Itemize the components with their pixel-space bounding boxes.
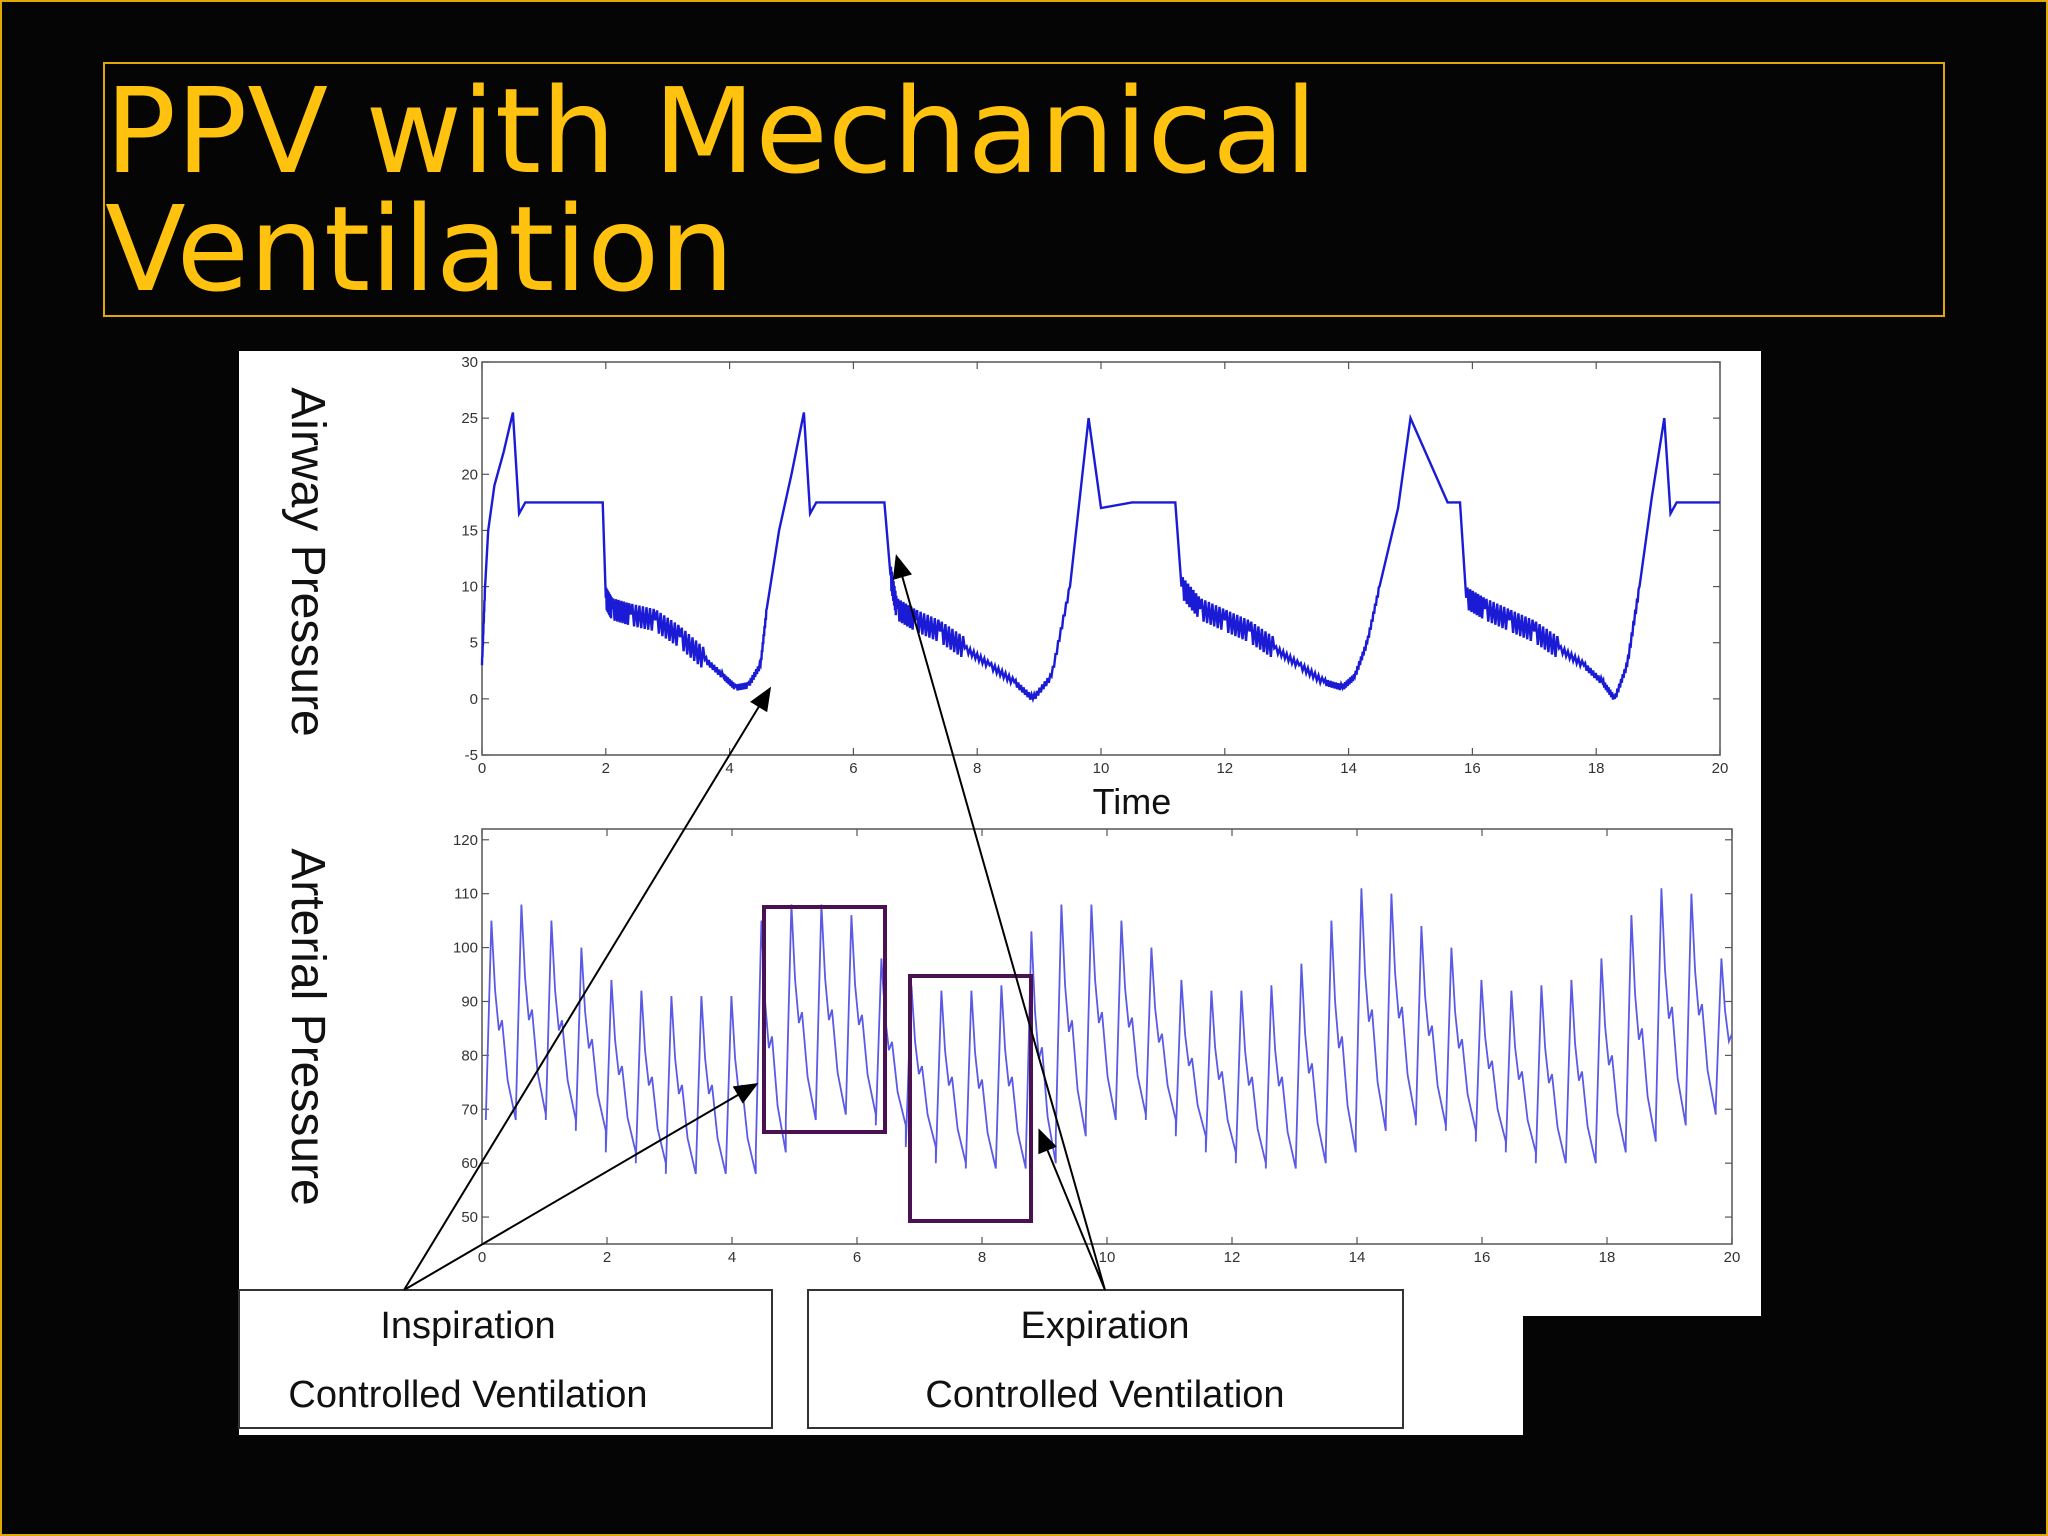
airway-ytick-label: 10 (461, 579, 478, 596)
arterial-plot: 0 2 4 6 8 10 12 14 16 18 20 50 60 70 80 90 100 110 120 Art… (281, 828, 1740, 1266)
arterial-xtick-label: 10 (1099, 1249, 1116, 1266)
expiration-title: Expiration (1021, 1305, 1190, 1347)
arterial-trace (484, 888, 1733, 1175)
arterial-xtick-label: 2 (603, 1249, 611, 1266)
arterial-xtick-label: 0 (478, 1249, 486, 1266)
title-box: PPV with Mechanical Ventilation (103, 62, 1945, 317)
airway-ytick-label: 0 (470, 691, 478, 708)
inspiration-title: Inspiration (380, 1305, 555, 1347)
airway-xtick-label: 18 (1588, 760, 1605, 777)
airway-xtick-label: 20 (1712, 760, 1729, 777)
airway-xlabel: Time (1093, 781, 1172, 822)
inspiration-subtitle: Controlled Ventilation (288, 1374, 647, 1416)
arterial-xtick-label: 16 (1474, 1249, 1491, 1266)
arterial-xtick-label: 4 (728, 1249, 736, 1266)
airway-ylabel: Airway Pressure (281, 387, 334, 736)
airway-xtick-label: 14 (1340, 760, 1357, 777)
airway-ytick-label: 5 (470, 635, 478, 652)
arterial-xtick-label: 6 (853, 1249, 861, 1266)
arrow-expiration-airway (892, 554, 1106, 1291)
airway-xtick-label: 2 (602, 760, 610, 777)
airway-ytick-label: -5 (465, 747, 478, 764)
arterial-ytick-label: 60 (461, 1155, 478, 1172)
arterial-xtick-label: 12 (1224, 1249, 1241, 1266)
figure-panel (239, 351, 1761, 1435)
arterial-ticks: 0 2 4 6 8 10 12 14 16 18 20 50 60 70 80 90 100 110 120 (453, 829, 1740, 1266)
arterial-xtick-label: 14 (1349, 1249, 1366, 1266)
arterial-ytick-label: 70 (461, 1101, 478, 1118)
arterial-ytick-label: 120 (453, 832, 478, 849)
airway-xtick-label: 16 (1464, 760, 1481, 777)
airway-trace (480, 412, 1720, 704)
airway-ytick-label: 25 (461, 410, 478, 427)
airway-xtick-label: 6 (849, 760, 857, 777)
slide-title: PPV with Mechanical Ventilation (105, 61, 1318, 318)
arterial-ytick-label: 100 (453, 940, 478, 957)
airway-xtick-label: 12 (1216, 760, 1233, 777)
arterial-ytick-label: 110 (454, 886, 478, 903)
airway-xtick-label: 0 (478, 760, 486, 777)
airway-ytick-label: 30 (461, 354, 478, 371)
airway-xtick-label: 4 (725, 760, 733, 777)
arterial-ytick-label: 90 (461, 993, 478, 1010)
airway-ytick-label: 20 (461, 466, 478, 483)
expiration-subtitle: Controlled Ventilation (925, 1374, 1284, 1416)
arterial-xtick-label: 8 (978, 1249, 986, 1266)
arterial-xtick-label: 20 (1724, 1249, 1741, 1266)
figure-corner-cut (1523, 1316, 1762, 1437)
expiration-highlight-box (908, 974, 1033, 1223)
arterial-xtick-label: 18 (1599, 1249, 1616, 1266)
airway-xtick-label: 8 (973, 760, 981, 777)
inspiration-highlight-box (762, 905, 887, 1134)
arterial-ytick-label: 50 (461, 1209, 478, 1226)
arrow-inspiration-airway (403, 686, 772, 1291)
arrow-inspiration-arterial (403, 1082, 759, 1291)
arrow-expiration-arterial (1038, 1128, 1106, 1291)
arterial-ylabel: Arterial Pressure (281, 848, 334, 1205)
airway-ytick-label: 15 (461, 522, 478, 539)
airway-xtick-label: 10 (1093, 760, 1110, 777)
arterial-ytick-label: 80 (461, 1047, 478, 1064)
expiration-box (807, 1289, 1404, 1429)
inspiration-box (238, 1289, 773, 1429)
